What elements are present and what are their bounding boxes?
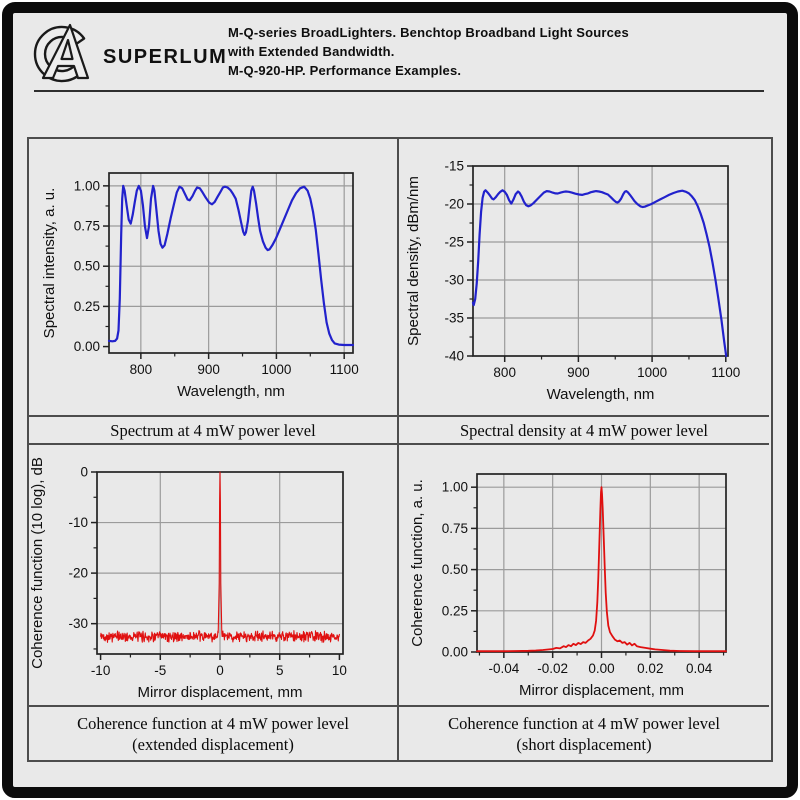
superlum-logo-icon [33, 23, 90, 83]
svg-text:-25: -25 [444, 235, 464, 250]
svg-text:900: 900 [567, 365, 590, 380]
svg-text:-40: -40 [444, 349, 464, 364]
svg-text:0.75: 0.75 [74, 219, 100, 234]
svg-text:-10: -10 [68, 515, 88, 530]
chart-spectral-density: 800 900 1000 1100 -15 -20 -25 -30 -35 -40 Waveleng… [405, 159, 740, 404]
svg-text:-15: -15 [444, 159, 464, 174]
svg-text:Spectral density, dBm/nm: Spectral density, dBm/nm [405, 176, 422, 346]
title-line-3: M-Q-920-HP. Performance Examples. [228, 63, 462, 78]
svg-text:0.00: 0.00 [588, 661, 614, 676]
svg-text:Coherence function, a. u.: Coherence function, a. u. [409, 479, 426, 647]
header-divider [34, 90, 764, 92]
svg-text:10: 10 [332, 663, 347, 678]
svg-text:-10: -10 [91, 663, 111, 678]
svg-text:0: 0 [216, 663, 224, 678]
chart-coherence-linear: -0.04 -0.02 0.00 0.02 0.04 0.00 0.25 0.50 0.75 1.… [409, 473, 727, 699]
panel-spectral-density: 800 900 1000 1100 -15 -20 -25 -30 -35 -40 Waveleng… [399, 139, 769, 415]
caption-text-line2: (short displacement) [516, 734, 652, 754]
caption-coherence-short: Coherence function at 4 mW power level (… [399, 705, 769, 760]
svg-text:800: 800 [130, 362, 153, 377]
panel-table: 800 900 1000 1100 0.00 0.25 0.50 0.75 1.00 Wavele… [27, 137, 773, 762]
svg-text:0.02: 0.02 [637, 661, 663, 676]
svg-text:Mirror displacement, mm: Mirror displacement, mm [519, 682, 684, 699]
caption-text: Spectral density at 4 mW power level [459, 420, 709, 440]
svg-text:900: 900 [197, 362, 220, 377]
caption-text-line1: Coherence function at 4 mW power level [77, 713, 349, 733]
svg-text:800: 800 [493, 365, 516, 380]
page-title: M-Q-series BroadLighters. Benchtop Broad… [228, 23, 629, 80]
title-line-2: with Extended Bandwidth. [228, 44, 395, 59]
svg-text:Spectral intensity, a. u.: Spectral intensity, a. u. [41, 188, 58, 339]
panel-coherence-extended: -10 -5 0 5 10 0 -10 -20 -30 Mirror displacement, … [29, 445, 399, 705]
svg-text:1.00: 1.00 [74, 178, 100, 193]
svg-text:-35: -35 [444, 311, 464, 326]
title-line-1: M-Q-series BroadLighters. Benchtop Broad… [228, 25, 629, 40]
svg-text:Mirror displacement, mm: Mirror displacement, mm [137, 684, 302, 701]
svg-text:-0.02: -0.02 [537, 661, 568, 676]
svg-text:-20: -20 [68, 566, 88, 581]
svg-text:-5: -5 [154, 663, 166, 678]
svg-text:0.00: 0.00 [442, 645, 468, 660]
svg-text:Wavelength, nm: Wavelength, nm [177, 383, 285, 400]
svg-text:-30: -30 [68, 616, 88, 631]
caption-text-line2: (extended displacement) [132, 734, 294, 754]
svg-text:-20: -20 [444, 197, 464, 212]
svg-text:1100: 1100 [711, 365, 740, 380]
svg-text:1.00: 1.00 [442, 480, 468, 495]
svg-text:-30: -30 [444, 273, 464, 288]
svg-text:0.50: 0.50 [442, 562, 468, 577]
svg-text:1000: 1000 [637, 365, 667, 380]
svg-text:1100: 1100 [330, 362, 359, 377]
svg-text:1000: 1000 [261, 362, 291, 377]
panel-coherence-short: -0.04 -0.02 0.00 0.02 0.04 0.00 0.25 0.50 0.75 1.… [399, 445, 769, 705]
panel-spectrum: 800 900 1000 1100 0.00 0.25 0.50 0.75 1.00 Wavele… [29, 139, 399, 415]
svg-text:0.00: 0.00 [74, 339, 100, 354]
svg-text:0.50: 0.50 [74, 259, 100, 274]
svg-text:0: 0 [80, 465, 88, 480]
caption-text: Spectrum at 4 mW power level [110, 420, 316, 440]
caption-spectral-density: Spectral density at 4 mW power level [399, 415, 769, 445]
logo-wordmark: SUPERLUM [103, 46, 228, 68]
caption-spectrum: Spectrum at 4 mW power level [29, 415, 399, 445]
svg-text:0.75: 0.75 [442, 521, 468, 536]
svg-text:5: 5 [276, 663, 284, 678]
svg-text:Wavelength, nm: Wavelength, nm [547, 386, 655, 403]
chart-coherence-log: -10 -5 0 5 10 0 -10 -20 -30 Mirror displacement, … [29, 457, 347, 701]
chart-spectral-intensity: 800 900 1000 1100 0.00 0.25 0.50 0.75 1.00 Wavele… [41, 172, 359, 400]
caption-text-line1: Coherence function at 4 mW power level [448, 713, 720, 733]
caption-coherence-extended: Coherence function at 4 mW power level (… [29, 705, 399, 760]
svg-text:-0.04: -0.04 [488, 661, 519, 676]
svg-text:Coherence function (10 log), d: Coherence function (10 log), dB [29, 457, 46, 669]
svg-text:0.25: 0.25 [74, 299, 100, 314]
svg-text:0.04: 0.04 [686, 661, 713, 676]
svg-text:0.25: 0.25 [442, 603, 468, 618]
